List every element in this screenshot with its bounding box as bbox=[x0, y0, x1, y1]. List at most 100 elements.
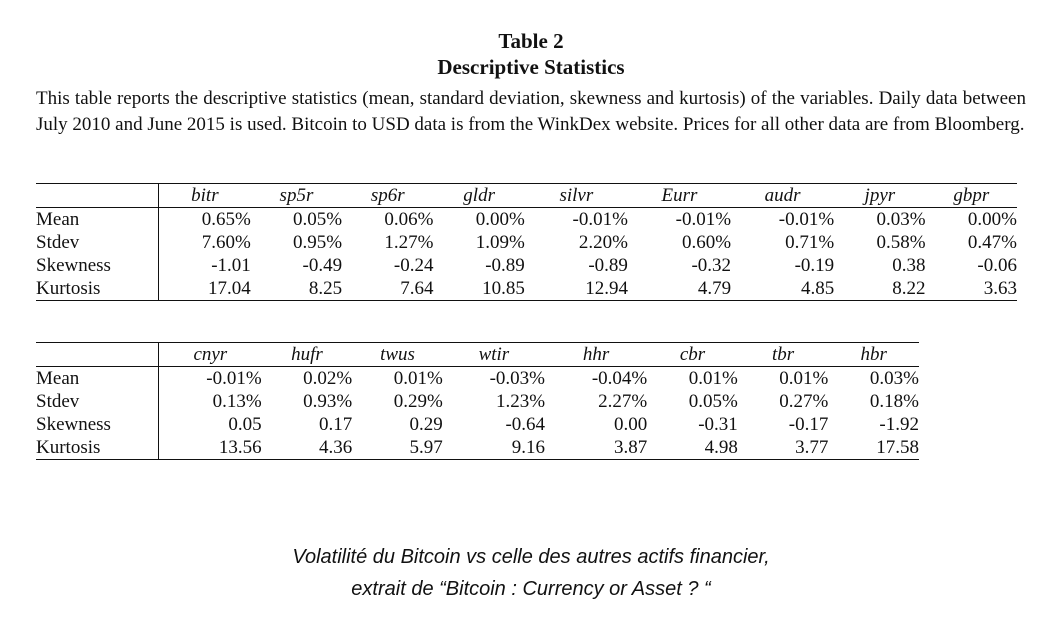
table-cell: 0.60% bbox=[681, 232, 732, 253]
table-cell: 0.65% bbox=[201, 209, 251, 230]
table-cell: 0.06% bbox=[384, 209, 434, 230]
table-cell: 0.05% bbox=[293, 209, 343, 230]
row-label: Mean bbox=[36, 207, 159, 231]
table-cell: 0.27% bbox=[779, 391, 829, 412]
column-header: jpyr bbox=[834, 183, 926, 208]
table-header-row: cnyr hufr twus wtir hhr cbr tbr hbr bbox=[36, 342, 919, 367]
table-row: Mean 0.65% 0.05% 0.06% 0.00% -0.01% -0.01% -0.0… bbox=[36, 207, 1017, 231]
column-header: gbpr bbox=[925, 183, 1017, 208]
column-header: sp5r bbox=[250, 183, 343, 208]
table-cell: 0.47% bbox=[967, 232, 1017, 253]
table-title: Descriptive Statistics bbox=[437, 55, 625, 79]
table-cell: -0.24 bbox=[393, 255, 434, 276]
table-cell: 7.60% bbox=[201, 232, 251, 253]
table-cell: 0.01% bbox=[688, 368, 738, 389]
table-cell: 0.17 bbox=[318, 414, 353, 435]
stats-table-1: bitr sp5r sp6r gldr silvr Eurr audr jpyr gbpr Mea… bbox=[36, 183, 1017, 301]
table-cell: -1.92 bbox=[879, 414, 919, 435]
table-cell: -0.89 bbox=[588, 255, 628, 276]
figure-caption: Volatilité du Bitcoin vs celle des autre… bbox=[0, 541, 1062, 605]
table-cell: 5.97 bbox=[352, 436, 443, 460]
table-row: Skewness -1.01 -0.49 -0.24 -0.89 -0.89 -0.32 -0… bbox=[36, 254, 1017, 277]
column-header: audr bbox=[731, 183, 835, 208]
row-label: Stdev bbox=[36, 390, 159, 413]
table-cell: 10.85 bbox=[433, 277, 525, 301]
table-cell: 1.23% bbox=[495, 391, 546, 412]
table-cell: 17.04 bbox=[158, 277, 251, 301]
table-cell: 1.09% bbox=[475, 232, 525, 253]
table-cell: -0.64 bbox=[505, 414, 546, 435]
column-header: bitr bbox=[158, 183, 251, 208]
table-cell: 0.95% bbox=[293, 232, 343, 253]
table-cell: 0.18% bbox=[869, 391, 919, 412]
table-cell: 0.29 bbox=[409, 414, 443, 435]
table-cell: 0.71% bbox=[785, 232, 835, 253]
table-cell: 0.00% bbox=[967, 209, 1017, 230]
table-cell: 4.79 bbox=[627, 277, 732, 301]
table-row: Mean -0.01% 0.02% 0.01% -0.03% -0.04% 0.01% 0.0… bbox=[36, 366, 919, 390]
caption-line-1: Volatilité du Bitcoin vs celle des autre… bbox=[292, 546, 770, 568]
column-header: sp6r bbox=[342, 183, 434, 208]
table-cell: 0.01% bbox=[393, 368, 443, 389]
table-number: Table 2 bbox=[498, 29, 564, 53]
table-cell: 7.64 bbox=[342, 277, 434, 301]
table-cell: -0.01% bbox=[675, 209, 732, 230]
table-cell: 0.03% bbox=[869, 368, 919, 389]
column-header: hhr bbox=[545, 342, 648, 367]
table-cell: -0.32 bbox=[691, 255, 732, 276]
table-cell: 0.13% bbox=[212, 391, 262, 412]
table-cell: -0.89 bbox=[485, 255, 525, 276]
stats-table-2: cnyr hufr twus wtir hhr cbr tbr hbr Mean -0.01% 0.… bbox=[36, 342, 919, 460]
table-cell: 0.00% bbox=[475, 209, 525, 230]
column-header: gldr bbox=[433, 183, 525, 208]
table-cell: 3.63 bbox=[925, 277, 1017, 301]
table-row: Skewness 0.05 0.17 0.29 -0.64 0.00 -0.31 -0.17 -… bbox=[36, 413, 919, 436]
table-cell: 8.22 bbox=[834, 277, 926, 301]
table-row: Kurtosis 17.04 8.25 7.64 10.85 12.94 4.79 4.85 8… bbox=[36, 277, 1017, 301]
table-cell: 0.01% bbox=[779, 368, 829, 389]
table-cell: 17.58 bbox=[828, 436, 919, 460]
column-header: silvr bbox=[524, 183, 628, 208]
table-cell: -0.17 bbox=[788, 414, 829, 435]
column-header: wtir bbox=[442, 342, 546, 367]
table-cell: -0.03% bbox=[489, 368, 546, 389]
table-cell: 0.00 bbox=[614, 414, 648, 435]
table-cell: 0.02% bbox=[303, 368, 353, 389]
row-label: Kurtosis bbox=[36, 436, 159, 460]
table-cell: 4.85 bbox=[731, 277, 835, 301]
header-corner-cell bbox=[36, 183, 159, 208]
table-cell: 3.87 bbox=[545, 436, 648, 460]
table-cell: 3.77 bbox=[737, 436, 829, 460]
row-label: Skewness bbox=[36, 413, 159, 436]
table-row: Stdev 7.60% 0.95% 1.27% 1.09% 2.20% 0.60% 0.71%… bbox=[36, 231, 1017, 254]
table-cell: -0.01% bbox=[206, 368, 262, 389]
table-cell: 2.20% bbox=[578, 232, 628, 253]
table-cell: 8.25 bbox=[250, 277, 343, 301]
table-row: Stdev 0.13% 0.93% 0.29% 1.23% 2.27% 0.05% 0.27%… bbox=[36, 390, 919, 413]
table-cell: 9.16 bbox=[442, 436, 546, 460]
table-title-block: Table 2 Descriptive Statistics bbox=[0, 28, 1062, 80]
table-cell: 0.38 bbox=[892, 255, 926, 276]
table-header-row: bitr sp5r sp6r gldr silvr Eurr audr jpyr gbpr bbox=[36, 183, 1017, 208]
table-cell: -0.01% bbox=[572, 209, 628, 230]
table-cell: 0.05 bbox=[228, 414, 262, 435]
column-header: hufr bbox=[261, 342, 353, 367]
table-cell: 0.29% bbox=[393, 391, 443, 412]
table-cell: 4.36 bbox=[261, 436, 353, 460]
table-cell: 13.56 bbox=[158, 436, 262, 460]
table-cell: 0.58% bbox=[876, 232, 926, 253]
column-header: cnyr bbox=[158, 342, 262, 367]
table-cell: 4.98 bbox=[647, 436, 738, 460]
column-header: hbr bbox=[828, 342, 919, 367]
table-cell: 1.27% bbox=[384, 232, 434, 253]
table-cell: 0.93% bbox=[303, 391, 353, 412]
table-cell: -1.01 bbox=[211, 255, 251, 276]
row-label: Mean bbox=[36, 366, 159, 390]
column-header: tbr bbox=[737, 342, 829, 367]
row-label: Stdev bbox=[36, 231, 159, 254]
table-cell: -0.01% bbox=[778, 209, 835, 230]
table-row: Kurtosis 13.56 4.36 5.97 9.16 3.87 4.98 3.77 17.… bbox=[36, 436, 919, 460]
column-header: twus bbox=[352, 342, 443, 367]
table-cell: 2.27% bbox=[598, 391, 648, 412]
table-cell: 12.94 bbox=[524, 277, 628, 301]
